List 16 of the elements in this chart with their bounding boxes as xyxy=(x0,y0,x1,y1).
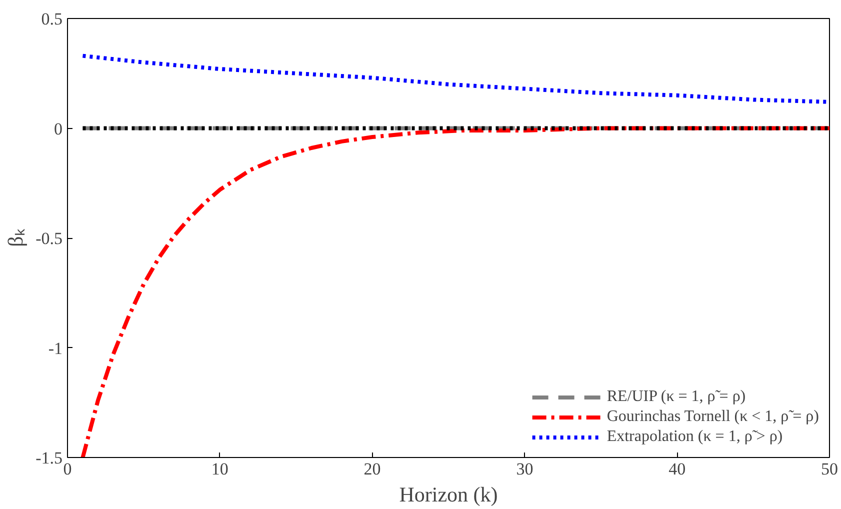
x-tick-label: 30 xyxy=(516,460,534,478)
x-tick-label: 20 xyxy=(364,460,381,478)
y-tick-label: -1 xyxy=(48,338,63,358)
line-series xyxy=(80,126,830,458)
legend-label: Extrapolation (κ = 1, ρ̃ > ρ) xyxy=(606,428,783,446)
x-tick-label: 10 xyxy=(211,460,228,478)
legend-label: Gourinchas Tornell (κ < 1, ρ̃ = ρ) xyxy=(606,408,819,426)
y-tick-label: -0.5 xyxy=(36,229,63,248)
x-tick-label: 40 xyxy=(668,460,686,478)
x-tick-label: 50 xyxy=(821,460,838,478)
y-axis-title: βₖ xyxy=(4,228,28,247)
x-axis-title: Horizon (k) xyxy=(399,482,498,506)
y-tick-label: 0 xyxy=(54,119,62,138)
legend-label: RE/UIP (κ = 1, ρ̃ = ρ) xyxy=(606,388,746,406)
y-tick-label: -1.5 xyxy=(36,448,63,468)
y-tick-label: 0.5 xyxy=(41,10,62,28)
